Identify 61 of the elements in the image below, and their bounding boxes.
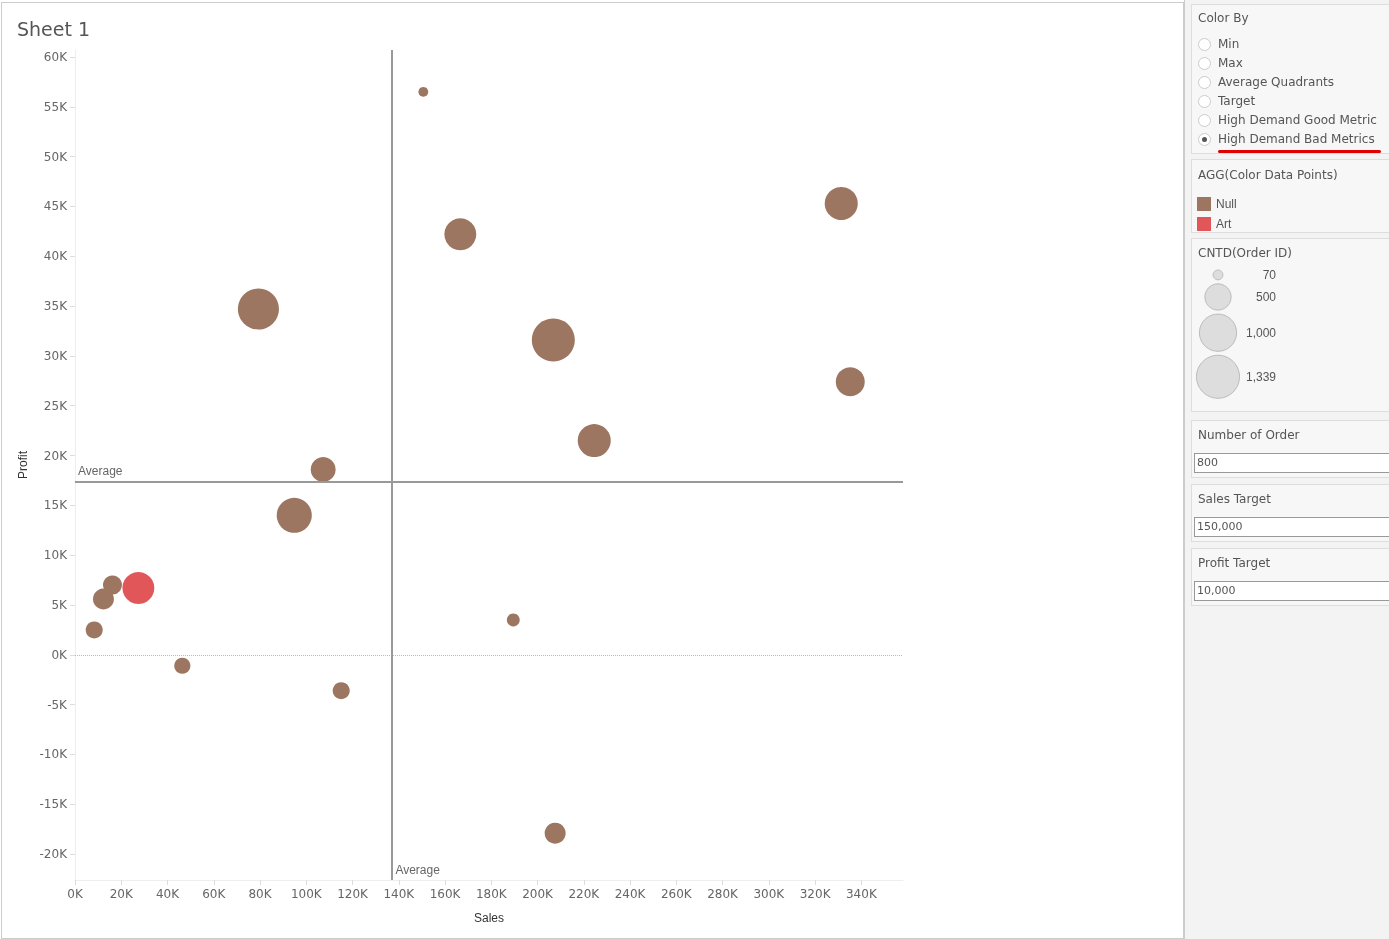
x-tick-label: 220K — [568, 887, 601, 901]
text: CNTD(Order ID) — [1198, 246, 1292, 260]
text: Average Quadrants — [1218, 75, 1334, 89]
text-field: 150,000 — [1194, 517, 1389, 538]
x-tick-label: 180K — [475, 887, 508, 901]
x-tick-label: 100K — [290, 887, 323, 901]
y-tick-label: -20K — [39, 847, 69, 862]
text-field: 10,000 — [1194, 581, 1389, 602]
chart-title: Sheet 1 — [17, 17, 91, 40]
text: Target — [1218, 94, 1256, 108]
x-tick-label: 300K — [753, 887, 786, 901]
y-tick-label: 60K — [43, 49, 69, 64]
x-tick-label: 340K — [845, 887, 878, 901]
legend-label: 1,339 — [1245, 369, 1277, 384]
text: High Demand Good Metric — [1218, 113, 1377, 127]
text: Number of Order — [1198, 428, 1300, 443]
text: Sales Target — [1198, 492, 1271, 507]
y-tick-label: 15K — [43, 498, 69, 513]
y-tick-label: 25K — [43, 398, 69, 413]
y-tick-label: 45K — [43, 199, 69, 214]
x-tick-label: 200K — [522, 887, 555, 901]
x-tick-label: 40K — [155, 887, 181, 901]
x-tick-label: 140K — [383, 887, 416, 901]
text-field: 800 — [1194, 453, 1389, 474]
text: Min — [1218, 37, 1240, 51]
text: Max — [1218, 56, 1243, 70]
x-axis-title: Sales — [473, 911, 505, 925]
x-tick-label: 60K — [202, 887, 227, 901]
legend-label: 70 — [1262, 267, 1277, 282]
y-tick-label: 30K — [43, 348, 69, 363]
legend-label: 1,000 — [1245, 325, 1277, 340]
y-tick-label: -15K — [39, 797, 69, 812]
y-tick-label: 5K — [51, 597, 69, 612]
ref-line-label: Average — [395, 863, 441, 877]
y-tick-label: 10K — [43, 548, 69, 563]
legend-label: 500 — [1255, 289, 1277, 304]
y-tick-label: 40K — [43, 249, 69, 264]
x-tick-label: 80K — [248, 887, 273, 901]
y-axis-title: Profit — [15, 450, 30, 480]
x-tick-label: 240K — [614, 887, 647, 901]
text: Color By — [1198, 11, 1249, 25]
y-tick-label: 50K — [43, 149, 69, 164]
x-tick-label: 20K — [109, 887, 134, 901]
x-tick-label: 120K — [337, 887, 370, 901]
y-tick-label: 20K — [43, 448, 69, 463]
x-tick-label: 320K — [799, 887, 832, 901]
ref-line-label: Average — [78, 464, 123, 479]
y-tick-label: 35K — [43, 299, 69, 314]
legend-label: Null — [1216, 197, 1237, 211]
y-tick-label: -10K — [39, 747, 69, 762]
text: Profit Target — [1198, 556, 1271, 571]
x-tick-label: 0K — [67, 887, 84, 901]
text: High Demand Bad Metrics — [1218, 132, 1375, 146]
legend-title: AGG(Color Data Points) — [1198, 168, 1338, 182]
y-tick-label: 0K — [51, 647, 69, 662]
legend-label: Art — [1216, 217, 1232, 231]
x-tick-label: 280K — [707, 887, 740, 901]
y-tick-label: 55K — [43, 99, 69, 114]
y-tick-label: -5K — [47, 697, 69, 712]
x-tick-label: 160K — [429, 887, 462, 901]
x-tick-label: 260K — [660, 887, 693, 901]
